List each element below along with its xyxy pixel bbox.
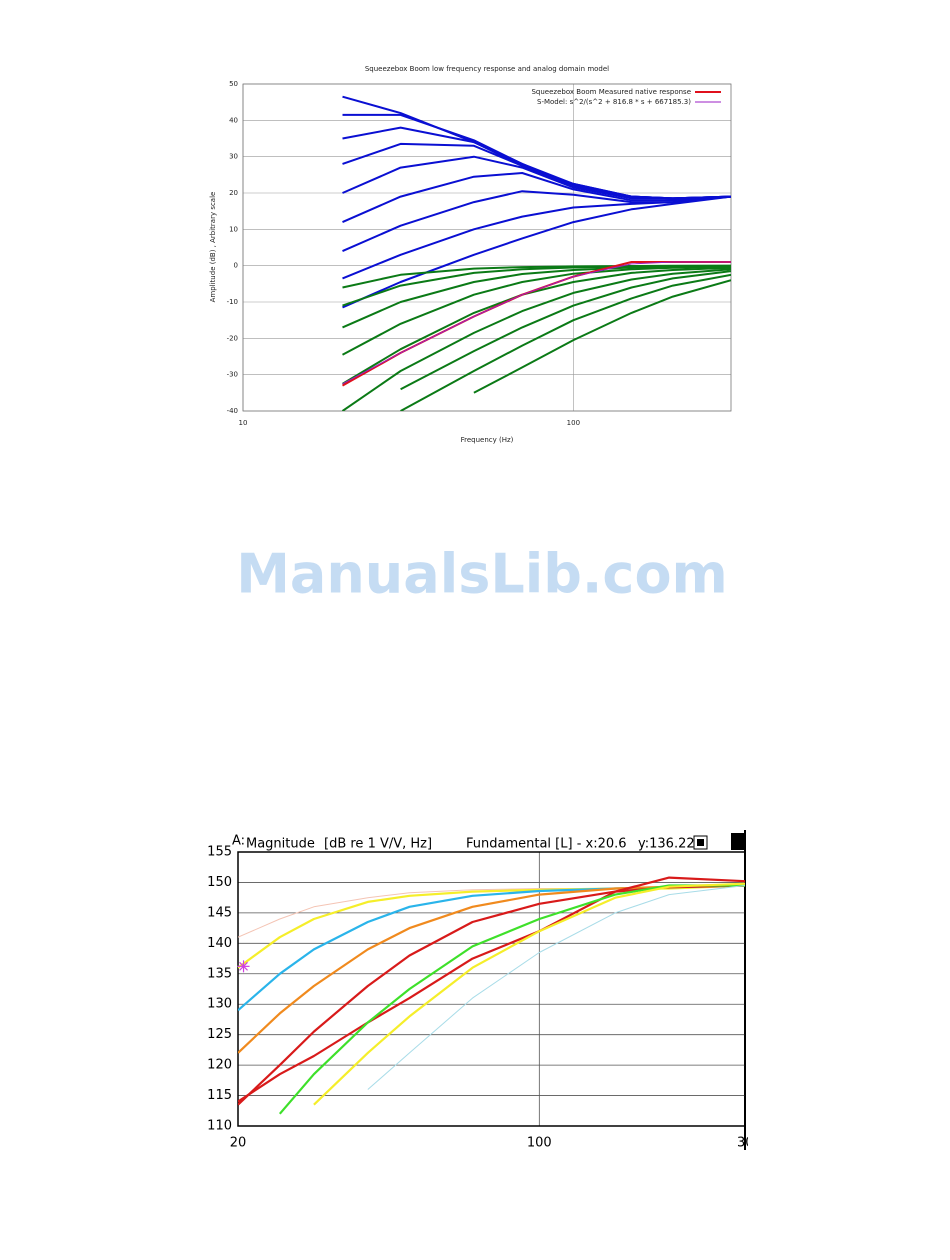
plot-lines [238,876,745,1115]
series-line [278,884,745,1115]
grid [237,851,746,1127]
series-line [342,155,731,200]
header-text: y:136.22 [638,837,695,852]
x-tick-label: 100 [527,1136,552,1151]
icon-box-fill [697,839,704,846]
cursor-stroke [239,961,248,971]
x-axis-label: Frequency (Hz) [461,436,514,444]
header-text: [dB re 1 V/V, Hz] [324,837,432,852]
y-tick-label: -40 [227,407,238,415]
icon-lock[interactable] [731,833,745,850]
x-tick-label: 100 [567,419,580,427]
series-line [342,95,731,200]
y-tick-label: 130 [207,997,232,1012]
series-line [342,265,731,329]
plot-lines [341,95,731,411]
series-line [342,142,731,200]
legend-label: S-Model: s^2/(s^2 + 816.8 * s + 667185.3… [537,98,691,106]
series-line [473,279,731,394]
y-tick-label: -10 [227,298,238,306]
series-line [342,261,731,385]
x-tick-label: 20 [230,1136,247,1151]
header-text: Magnitude [246,837,315,852]
y-tick-label: 110 [207,1119,232,1134]
header-text: Fundamental [L] - x:20.6 [466,837,627,852]
y-tick-label: 135 [207,966,232,981]
cursor-marker [237,960,250,973]
y-tick-label: 120 [207,1058,232,1073]
y-tick-label: 140 [207,936,232,951]
y-tick-label: 150 [207,875,232,890]
series-line [341,266,731,385]
series-line [238,885,745,938]
x-tick-label: 300 [737,1136,762,1151]
x-tick-label: 10 [239,419,248,427]
y-tick-label: 145 [207,905,232,920]
series-line [341,268,731,411]
series-line [342,126,731,200]
series-line [342,265,731,356]
header-text: A: [232,834,245,849]
watermark: ManualsLib.com [236,543,728,606]
series-line [238,876,745,1103]
series-line [342,172,731,224]
series-line [367,885,745,1090]
series-line [313,882,745,1106]
series-line [342,195,731,280]
series-line [238,884,745,1054]
y-tick-label: 20 [229,189,238,197]
y-tick-label: 0 [234,262,238,270]
chart-2: A: Magnitude [dB re 1 V/V, Hz] Fundament… [207,830,762,1151]
y-axis-label: Amplitude (dB) , Arbitrary scale [209,192,217,303]
y-tick-label: -20 [227,334,238,342]
y-tick-label: 155 [207,845,232,860]
chart-title: Squeezebox Boom low frequency response a… [365,65,609,73]
series-line [238,884,745,969]
chart-1: Squeezebox Boom low frequency response a… [209,65,732,444]
grid [242,83,731,412]
series-line [342,195,731,309]
y-tick-label: -30 [227,371,238,379]
y-tick-label: 10 [229,225,238,233]
y-tick-label: 40 [229,116,238,124]
y-tick-label: 125 [207,1027,232,1042]
legend-label: Squeezebox Boom Measured native response [531,88,691,96]
plot-frame [242,83,732,412]
y-tick-label: 50 [229,80,238,88]
plot-frame [237,851,746,1127]
y-tick-label: 30 [229,153,238,161]
series-line [400,270,731,391]
y-tick-label: 115 [207,1088,232,1103]
series-line [400,273,731,411]
